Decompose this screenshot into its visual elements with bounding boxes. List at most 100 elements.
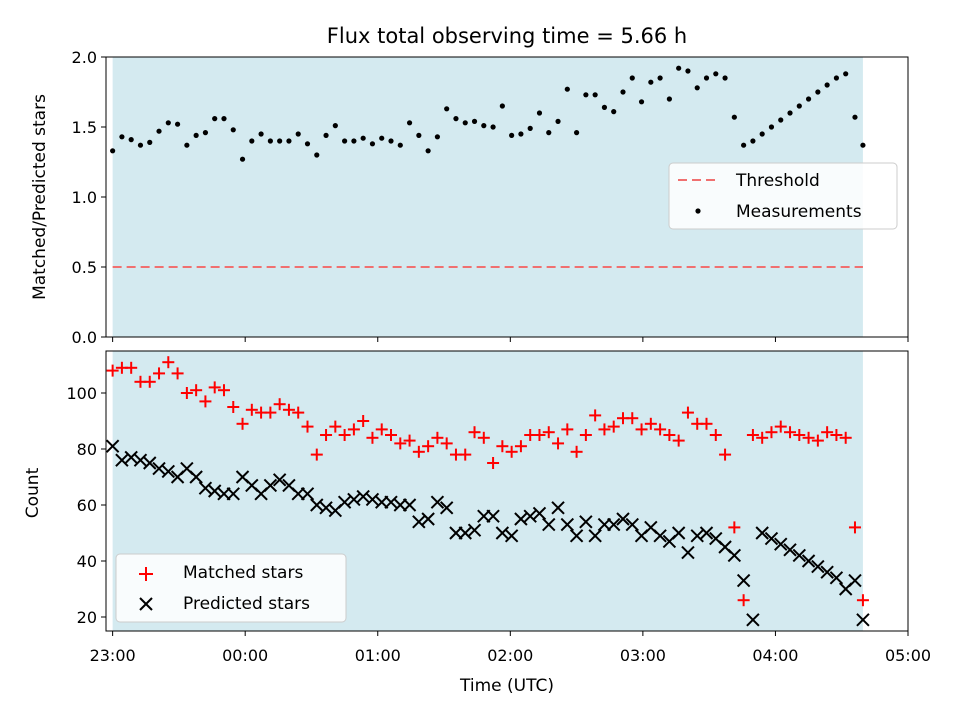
legend-measurements-label: Measurements bbox=[736, 202, 862, 222]
predicted-star-point bbox=[263, 478, 278, 493]
measurement-point bbox=[638, 99, 645, 105]
predicted-star-point bbox=[801, 554, 816, 568]
measurement-point bbox=[471, 118, 478, 124]
measurement-point bbox=[295, 131, 301, 137]
legend-predicted-label: Predicted stars bbox=[183, 594, 310, 614]
measurement-point bbox=[156, 128, 162, 134]
matched-star-point bbox=[514, 440, 527, 453]
predicted-star-point bbox=[467, 523, 482, 537]
measurement-point bbox=[852, 114, 858, 120]
matched-star-point bbox=[830, 429, 843, 441]
predicted-star-point bbox=[347, 492, 361, 507]
bottom-x-ticks: 23:00 00:00 01:00 02:00 03:00 04:00 05:00 bbox=[90, 631, 931, 665]
predicted-star-point bbox=[746, 613, 760, 627]
matched-star-point bbox=[440, 437, 453, 450]
y-tick-label: 1.5 bbox=[72, 118, 97, 137]
matched-star-point bbox=[700, 417, 713, 430]
matched-star-point bbox=[542, 426, 555, 439]
measurement-points bbox=[110, 65, 866, 162]
predicted-star-point bbox=[207, 484, 222, 498]
matched-star-point bbox=[301, 420, 314, 433]
matched-star-point bbox=[626, 412, 639, 425]
matched-star-point bbox=[848, 521, 861, 534]
matched-star-point bbox=[598, 423, 611, 436]
matched-star-point bbox=[338, 429, 351, 441]
measurement-point bbox=[444, 106, 450, 112]
predicted-star-point bbox=[356, 489, 370, 504]
measurement-point bbox=[759, 131, 765, 137]
measurement-point bbox=[369, 141, 376, 147]
matched-star-point bbox=[375, 423, 388, 436]
measurement-point bbox=[342, 138, 348, 144]
matched-star-point bbox=[236, 417, 249, 430]
measurement-point bbox=[833, 75, 840, 81]
measurement-point bbox=[666, 96, 672, 102]
matched-stars-points bbox=[106, 356, 869, 607]
measurement-point bbox=[165, 120, 171, 126]
predicted-star-point bbox=[681, 545, 695, 560]
matched-star-point bbox=[180, 387, 193, 399]
matched-star-point bbox=[505, 445, 518, 458]
predicted-star-point bbox=[848, 573, 862, 588]
matched-star-point bbox=[579, 429, 592, 441]
top-y-axis-label: Matched/Predicted stars bbox=[30, 94, 50, 300]
matched-star-point bbox=[431, 431, 444, 444]
measurement-point bbox=[490, 124, 496, 130]
predicted-star-point bbox=[699, 526, 714, 540]
matched-star-point bbox=[737, 594, 750, 607]
measurement-point bbox=[648, 79, 654, 85]
legend-measurements-swatch bbox=[695, 208, 701, 214]
predicted-star-point bbox=[820, 565, 834, 579]
measurement-point bbox=[546, 130, 552, 136]
predicted-star-point bbox=[551, 501, 565, 515]
measurement-point bbox=[193, 132, 199, 138]
predicted-star-point bbox=[653, 529, 667, 543]
predicted-star-point bbox=[755, 526, 769, 540]
matched-star-point bbox=[329, 420, 342, 433]
measurement-point bbox=[434, 134, 441, 140]
measurement-point bbox=[768, 124, 775, 130]
top-legend: Threshold Measurements bbox=[668, 162, 898, 230]
matched-star-point bbox=[264, 406, 277, 419]
bottom-legend: Matched stars Predicted stars bbox=[115, 553, 347, 623]
predicted-star-point bbox=[588, 529, 602, 543]
predicted-star-point bbox=[736, 573, 751, 588]
matched-star-point bbox=[310, 448, 323, 461]
matched-star-point bbox=[654, 423, 667, 436]
x-tick-label: 01:00 bbox=[355, 646, 401, 665]
measurement-point bbox=[212, 116, 218, 122]
measurement-point bbox=[824, 82, 830, 88]
measurement-point bbox=[462, 120, 468, 126]
measurement-point bbox=[239, 156, 246, 162]
bottom-y-axis-label: Count bbox=[23, 467, 43, 518]
predicted-star-point bbox=[365, 492, 380, 507]
measurement-point bbox=[137, 142, 144, 148]
y-tick-label: 1.0 bbox=[72, 188, 97, 207]
measurement-point bbox=[778, 117, 784, 123]
matched-star-point bbox=[227, 401, 240, 413]
matched-star-point bbox=[856, 594, 869, 607]
measurement-point bbox=[611, 109, 617, 115]
measurement-point bbox=[388, 138, 394, 144]
predicted-star-point bbox=[625, 517, 639, 532]
top-panel: 0.0 0.5 1.0 1.5 2.0 Flux total observing tim… bbox=[30, 24, 909, 347]
predicted-star-point bbox=[105, 439, 120, 453]
x-tick-label: 03:00 bbox=[620, 646, 666, 665]
measurement-point bbox=[703, 75, 710, 81]
measurement-point bbox=[230, 127, 236, 133]
measurement-point bbox=[509, 132, 515, 138]
chart-title: Flux total observing time = 5.66 h bbox=[327, 24, 687, 48]
measurement-point bbox=[713, 71, 719, 77]
measurement-point bbox=[323, 132, 329, 138]
matched-star-point bbox=[171, 367, 184, 380]
predicted-star-point bbox=[161, 464, 176, 479]
predicted-star-point bbox=[124, 450, 138, 465]
y-tick-label: 20 bbox=[77, 608, 97, 627]
predicted-star-point bbox=[189, 470, 203, 484]
measurement-point bbox=[416, 132, 422, 138]
matched-star-point bbox=[765, 426, 778, 439]
predicted-star-point bbox=[198, 481, 213, 495]
matched-star-point bbox=[672, 434, 685, 447]
measurement-point bbox=[147, 139, 153, 145]
matched-star-point bbox=[403, 434, 416, 447]
